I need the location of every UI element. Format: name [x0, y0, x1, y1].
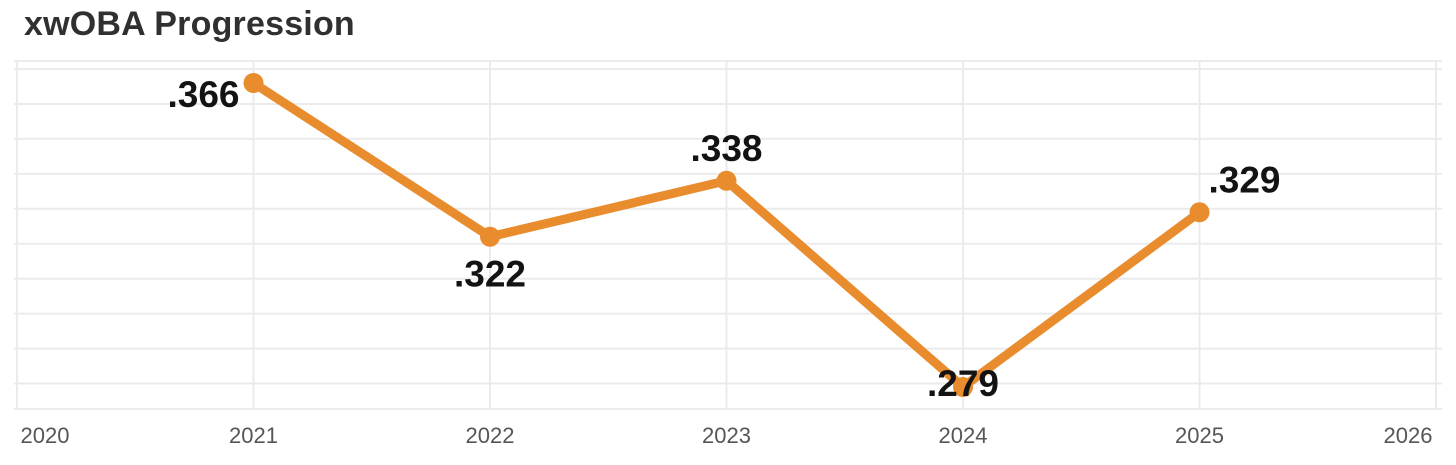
data-point-label: .338 — [690, 128, 762, 169]
data-point-marker — [480, 226, 500, 247]
x-tick-label: 2026 — [1384, 423, 1433, 448]
chart-title: xwOBA Progression — [24, 5, 355, 43]
data-point-marker — [953, 377, 973, 397]
x-tick-label: 2024 — [939, 423, 988, 448]
x-tick-label: 2021 — [229, 423, 278, 448]
data-point-label: .329 — [1209, 159, 1281, 200]
data-point-label: .279 — [927, 363, 999, 404]
data-point-label: .366 — [167, 74, 239, 115]
data-point-marker — [716, 170, 737, 191]
x-tick-label: 2020 — [21, 423, 70, 448]
data-point-marker — [243, 73, 264, 93]
data-point-marker — [1189, 202, 1210, 223]
data-point-label: .322 — [454, 254, 526, 295]
x-tick-label: 2022 — [466, 423, 515, 448]
x-tick-label: 2023 — [702, 423, 751, 448]
x-tick-label: 2025 — [1175, 423, 1224, 448]
